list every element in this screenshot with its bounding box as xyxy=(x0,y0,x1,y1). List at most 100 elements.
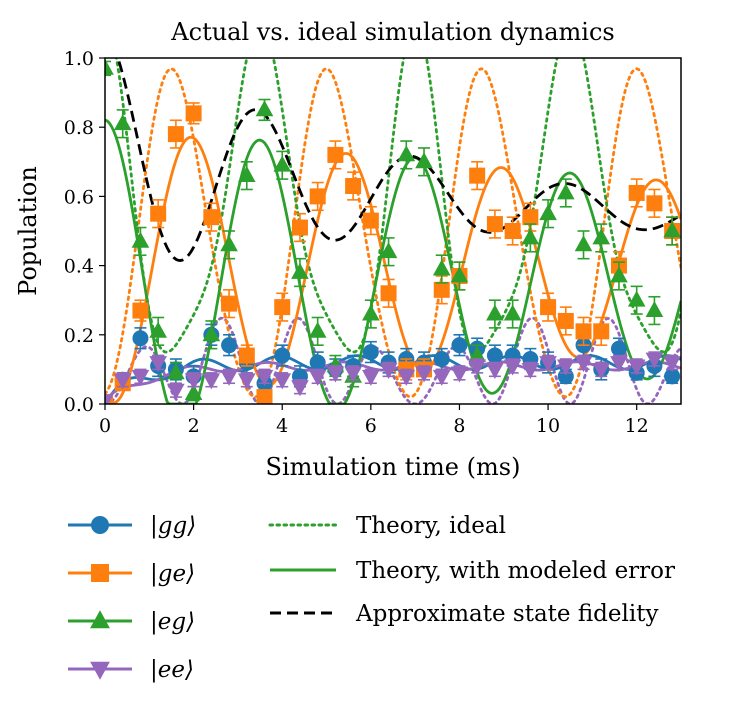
point-gg xyxy=(433,351,450,368)
point-ee xyxy=(105,394,114,404)
legend-label-eg: |eg⟩ xyxy=(150,609,195,635)
point-eg xyxy=(362,304,380,321)
point-ge xyxy=(362,212,379,229)
point-ee xyxy=(663,356,681,373)
point-ee xyxy=(255,369,274,386)
y-tick-label: 0.6 xyxy=(64,186,94,208)
point-ge xyxy=(291,219,308,236)
point-ee xyxy=(237,373,256,390)
legend-marker-ee xyxy=(90,661,110,680)
point-ge xyxy=(203,209,220,226)
legend-label-ee: |ee⟩ xyxy=(150,657,194,683)
theory-curves xyxy=(105,58,681,404)
y-axis-label: Population xyxy=(14,166,42,296)
point-eg xyxy=(237,166,256,183)
theory-ideal-eg xyxy=(115,58,681,354)
point-eg xyxy=(539,204,557,221)
y-tick-label: 1.0 xyxy=(64,48,94,70)
point-eg xyxy=(149,321,167,338)
point-gg xyxy=(132,330,149,347)
chart-title: Actual vs. ideal simulation dynamics xyxy=(170,18,614,46)
x-tick-label: 6 xyxy=(365,415,377,437)
point-ge xyxy=(575,323,592,340)
axes-frame xyxy=(104,57,682,405)
point-ee xyxy=(362,369,380,386)
point-eg xyxy=(468,345,486,362)
point-eg xyxy=(663,221,681,238)
series-ee xyxy=(105,351,681,404)
point-ee xyxy=(432,369,451,386)
y-tick-label: 0.4 xyxy=(64,256,94,278)
point-ee xyxy=(486,363,504,379)
legend: |gg⟩ |ge⟩ |eg⟩ |ee⟩ Theory, ideal Theory… xyxy=(68,513,675,683)
point-eg xyxy=(432,259,451,276)
point-ge xyxy=(256,389,273,404)
point-ge xyxy=(469,167,486,184)
point-gg xyxy=(610,340,627,357)
point-gg xyxy=(362,344,379,361)
legend-item-eg: |eg⟩ xyxy=(68,609,195,635)
y-tick-label: 0.0 xyxy=(64,394,94,416)
point-eg xyxy=(379,242,398,259)
point-ee xyxy=(468,359,486,376)
legend-marker-gg xyxy=(91,516,109,534)
point-eg xyxy=(220,235,238,252)
point-ee xyxy=(610,356,628,373)
point-ee xyxy=(326,366,345,383)
point-eg xyxy=(167,363,185,380)
point-ee xyxy=(503,359,522,376)
point-ee xyxy=(539,356,557,373)
legend-marker-ge xyxy=(91,564,109,582)
point-gg xyxy=(451,337,468,354)
y-tick-label: 0.8 xyxy=(64,117,94,139)
point-eg xyxy=(592,228,611,245)
point-eg xyxy=(415,152,433,169)
legend-label-fidelity: Approximate state fidelity xyxy=(355,601,658,627)
point-ee xyxy=(273,373,292,390)
point-eg xyxy=(105,58,114,75)
point-ge xyxy=(132,302,149,319)
theory-ideal-ee xyxy=(105,316,681,404)
point-ge xyxy=(185,105,202,122)
point-gg xyxy=(486,347,503,364)
point-ee xyxy=(592,363,611,379)
point-ee xyxy=(557,359,575,376)
point-ee xyxy=(521,363,540,379)
point-ge xyxy=(221,295,238,312)
x-tick-label: 2 xyxy=(188,415,200,437)
y-axis: 0.0 0.2 0.4 0.6 0.8 1.0 xyxy=(64,48,105,416)
point-ee xyxy=(220,369,238,386)
x-tick-label: 10 xyxy=(536,415,560,437)
x-tick-label: 8 xyxy=(453,415,465,437)
point-ee xyxy=(308,369,327,386)
point-eg xyxy=(291,262,309,279)
point-ge xyxy=(167,126,184,143)
point-eg xyxy=(450,266,469,283)
point-eg xyxy=(131,231,150,248)
point-eg xyxy=(610,266,628,283)
point-eg xyxy=(645,300,664,317)
point-eg xyxy=(308,321,327,338)
point-eg xyxy=(397,145,416,162)
point-eg xyxy=(486,304,504,321)
legend-item-ge: |ge⟩ xyxy=(68,561,195,587)
point-eg xyxy=(113,114,132,131)
legend-item-fidelity: Approximate state fidelity xyxy=(270,601,658,627)
point-ee xyxy=(149,356,167,373)
point-ee xyxy=(397,369,416,386)
point-eg xyxy=(202,325,221,342)
legend-item-ee: |ee⟩ xyxy=(68,657,194,683)
legend-symbol-eg xyxy=(68,610,132,629)
point-ge xyxy=(646,195,663,212)
point-ge xyxy=(433,281,450,298)
point-ge xyxy=(628,184,645,201)
point-ge xyxy=(593,323,610,340)
legend-item-theory-model: Theory, with modeled error xyxy=(270,558,675,584)
point-ge xyxy=(150,205,167,222)
point-ge xyxy=(327,146,344,163)
point-ee xyxy=(627,359,646,376)
point-ee xyxy=(379,363,398,379)
point-ge xyxy=(238,347,255,364)
point-gg xyxy=(221,337,238,354)
point-eg xyxy=(503,304,522,321)
